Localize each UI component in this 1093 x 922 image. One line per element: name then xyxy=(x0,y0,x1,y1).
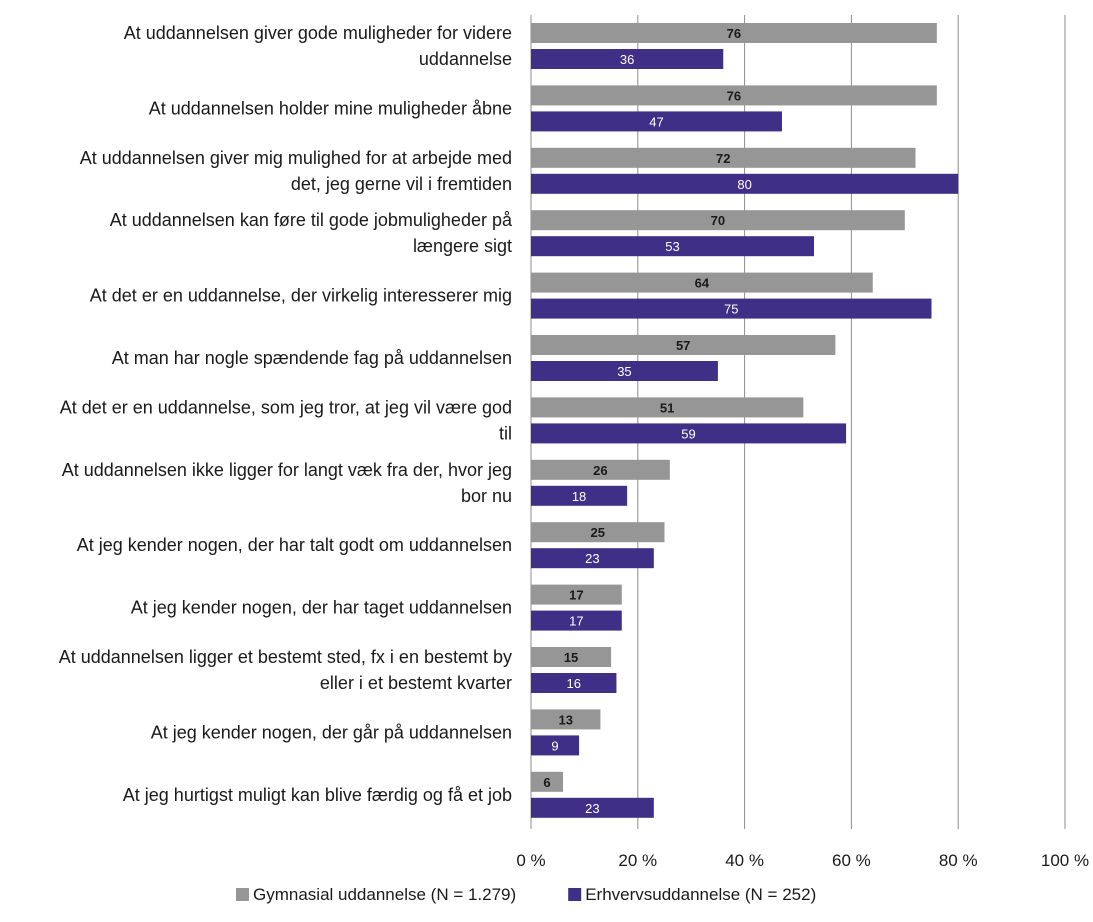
bar xyxy=(531,797,654,818)
data-label: 17 xyxy=(569,614,583,629)
legend-swatch xyxy=(568,888,582,901)
data-label: 72 xyxy=(716,151,730,166)
gridlines xyxy=(530,15,1066,829)
data-label: 6 xyxy=(543,775,550,790)
category-label: At jeg kender nogen, der går på uddannel… xyxy=(151,722,512,742)
data-label: 47 xyxy=(649,114,663,129)
bar xyxy=(531,23,937,43)
data-label: 51 xyxy=(660,400,674,415)
data-label: 64 xyxy=(695,276,710,291)
category-label: At det er en uddannelse, som jeg tror, a… xyxy=(60,397,512,417)
category-label: eller i et bestemt kvarter xyxy=(320,673,512,693)
bar xyxy=(531,548,654,569)
bar xyxy=(531,423,847,444)
data-label: 16 xyxy=(566,676,580,691)
category-label: At jeg kender nogen, der har talt godt o… xyxy=(77,535,512,555)
data-label: 13 xyxy=(558,712,572,727)
category-label: det, jeg gerne vil i fremtiden xyxy=(291,174,512,194)
bar xyxy=(531,111,782,132)
bar xyxy=(531,335,836,355)
legend-swatch xyxy=(236,888,249,901)
category-label: At jeg hurtigst muligt kan blive færdig … xyxy=(123,785,512,805)
category-label: længere sigt xyxy=(413,236,512,256)
data-label: 80 xyxy=(737,177,751,192)
category-label: At uddannelsen ikke ligger for langt væk… xyxy=(62,460,512,480)
data-label: 76 xyxy=(727,26,741,41)
data-label: 25 xyxy=(591,525,605,540)
data-label: 18 xyxy=(572,489,586,504)
data-label: 76 xyxy=(727,88,741,103)
bar xyxy=(531,298,932,319)
x-tick-label: 20 % xyxy=(618,851,657,870)
category-label: At uddannelsen giver gode muligheder for… xyxy=(124,23,512,43)
category-label: At uddannelsen giver mig mulighed for at… xyxy=(80,148,512,168)
category-label: At det er en uddannelse, der virkelig in… xyxy=(90,286,512,306)
data-label: 59 xyxy=(681,426,695,441)
data-label: 15 xyxy=(564,650,578,665)
bar xyxy=(531,771,564,792)
x-tick-label: 100 % xyxy=(1041,851,1089,870)
bar xyxy=(531,49,724,69)
legend: Gymnasial uddannelse (N = 1.279) Erhvervs… xyxy=(236,885,816,904)
data-label: 23 xyxy=(585,801,599,816)
x-tick-label: 40 % xyxy=(725,851,764,870)
category-label: At uddannelsen kan føre til gode jobmuli… xyxy=(110,210,513,230)
bar xyxy=(531,210,905,231)
bar xyxy=(531,485,628,506)
data-label: 9 xyxy=(551,738,558,753)
data-label: 57 xyxy=(676,338,690,353)
bar xyxy=(531,459,670,480)
bar xyxy=(531,610,622,631)
bar xyxy=(531,173,959,194)
data-label: 70 xyxy=(711,213,725,228)
category-label: til xyxy=(499,423,512,443)
category-labels: At uddannelsen giver gode muligheder for… xyxy=(59,23,513,805)
bar xyxy=(531,397,804,418)
category-label: bor nu xyxy=(461,486,512,506)
bar xyxy=(531,147,916,168)
category-label: At uddannelsen holder mine muligheder åb… xyxy=(149,98,512,118)
bar xyxy=(531,522,665,543)
data-label: 23 xyxy=(585,551,599,566)
bar xyxy=(531,85,937,106)
data-label: 17 xyxy=(569,588,583,603)
data-label: 36 xyxy=(620,52,634,67)
legend-label: Gymnasial uddannelse (N = 1.279) xyxy=(253,885,516,904)
bar xyxy=(531,709,601,730)
category-label: At jeg kender nogen, der har taget uddan… xyxy=(131,598,512,618)
data-label: 35 xyxy=(617,364,631,379)
data-label: 75 xyxy=(724,302,738,317)
category-label: At uddannelsen ligger et bestemt sted, f… xyxy=(59,647,512,667)
bar xyxy=(531,361,718,381)
x-tick-label: 60 % xyxy=(832,851,871,870)
x-axis-ticks: 0 % 20 % 40 % 60 % 80 % 100 % xyxy=(516,851,1089,870)
bar xyxy=(531,647,612,667)
bar xyxy=(531,673,617,693)
category-label: uddannelse xyxy=(419,49,512,69)
legend-label: Erhvervsuddannelse (N = 252) xyxy=(585,885,816,904)
bar xyxy=(531,584,622,605)
bar xyxy=(531,735,580,756)
category-label: At man har nogle spændende fag på uddann… xyxy=(112,348,512,368)
bar xyxy=(531,272,873,293)
data-label: 26 xyxy=(593,463,607,478)
bars: 76 36 76 47 72 80 70 53 64 75 57 35 51 59 26 18 25 23 17 17… xyxy=(531,23,959,818)
bar xyxy=(531,236,815,257)
x-tick-label: 80 % xyxy=(939,851,978,870)
data-label: 53 xyxy=(665,239,679,254)
x-tick-label: 0 % xyxy=(516,851,545,870)
